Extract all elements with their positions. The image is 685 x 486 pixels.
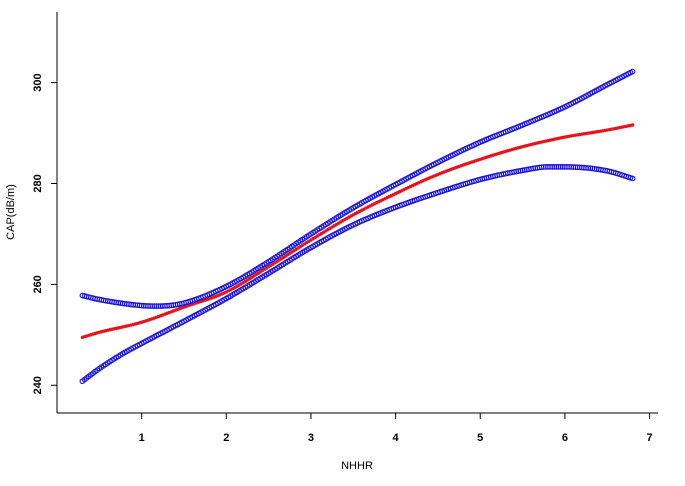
- x-axis-title: NHHR: [341, 460, 373, 472]
- series-3-point: [629, 175, 636, 182]
- series-1-point: [630, 123, 635, 127]
- series-1: [80, 123, 635, 340]
- series-2-point: [629, 68, 636, 75]
- plot-frame: [56, 12, 658, 414]
- y-tick-label: 300: [32, 73, 44, 91]
- y-tick-label: 260: [32, 275, 44, 293]
- x-tick-label: 5: [477, 432, 483, 444]
- x-tick-label: 2: [223, 432, 229, 444]
- y-axis-title: CAP(dB/m): [5, 184, 17, 240]
- x-tick-label: 4: [393, 432, 400, 444]
- x-tick-label: 3: [308, 432, 314, 444]
- x-tick-label: 1: [139, 432, 145, 444]
- series-layer: [79, 68, 636, 385]
- series-2: [79, 68, 636, 309]
- y-tick-label: 280: [32, 174, 44, 192]
- x-tick-label: 6: [562, 432, 568, 444]
- x-axis-ticks: 1 2 3 4 5 6 7: [139, 413, 653, 444]
- y-tick-label: 240: [32, 376, 44, 394]
- series-3: [79, 164, 636, 385]
- x-tick-label: 7: [646, 432, 652, 444]
- y-axis-ticks: 240 260 280 300: [32, 73, 57, 394]
